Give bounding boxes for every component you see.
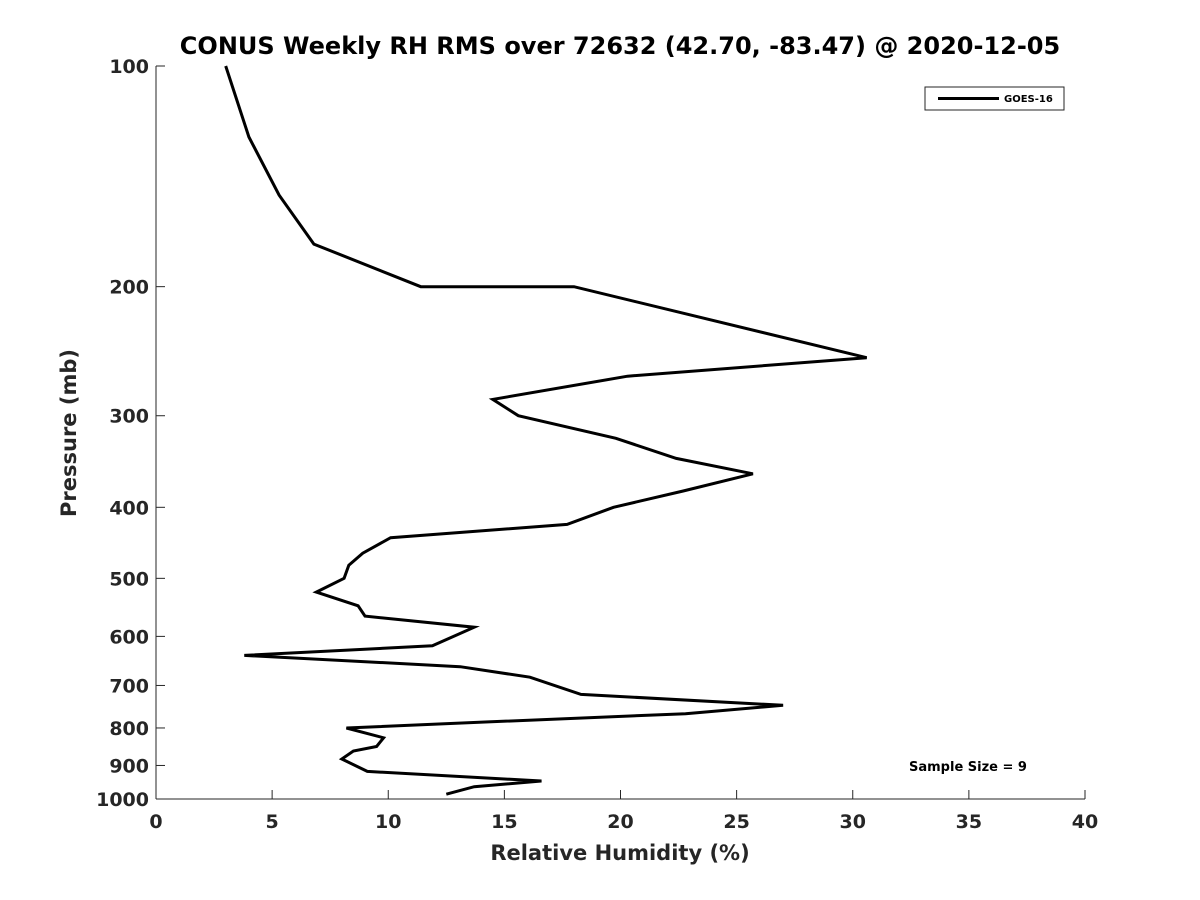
- y-tick-label: 400: [109, 497, 149, 519]
- x-tick-label: 10: [375, 811, 401, 833]
- x-axis-label: Relative Humidity (%): [490, 841, 749, 865]
- y-tick-label: 200: [109, 277, 149, 299]
- x-tick-label: 20: [607, 811, 633, 833]
- x-tick-label: 35: [956, 811, 982, 833]
- y-tick-label: 1000: [96, 789, 149, 811]
- y-tick-label: 900: [109, 755, 149, 777]
- chart-title: CONUS Weekly RH RMS over 72632 (42.70, -…: [180, 32, 1060, 60]
- legend: GOES-16: [924, 86, 1065, 111]
- axes: [155, 66, 1085, 800]
- legend-entry-goes-16: GOES-16: [1004, 94, 1053, 105]
- y-tick-label: 500: [109, 568, 149, 590]
- x-tick-label: 30: [840, 811, 866, 833]
- sample-size-annotation: Sample Size = 9: [909, 760, 1027, 775]
- y-tick-label: 600: [109, 626, 149, 648]
- series: [224, 65, 868, 796]
- y-tick-label: 100: [109, 56, 149, 78]
- x-tick-label: 5: [266, 811, 279, 833]
- x-tick-label: 40: [1072, 811, 1098, 833]
- series-line-goes-16: [224, 65, 868, 796]
- x-tick-label: 25: [723, 811, 749, 833]
- y-tick-label: 700: [109, 675, 149, 697]
- y-axis-label: Pressure (mb): [57, 349, 81, 517]
- y-tick-label: 300: [109, 406, 149, 428]
- x-tick-label: 0: [149, 811, 162, 833]
- ticks: 0 5 10 15 20 25 30 35 40 100 200 300 400 500 600 700 800…: [96, 56, 1098, 833]
- y-tick-label: 800: [109, 718, 149, 740]
- x-tick-label: 15: [491, 811, 517, 833]
